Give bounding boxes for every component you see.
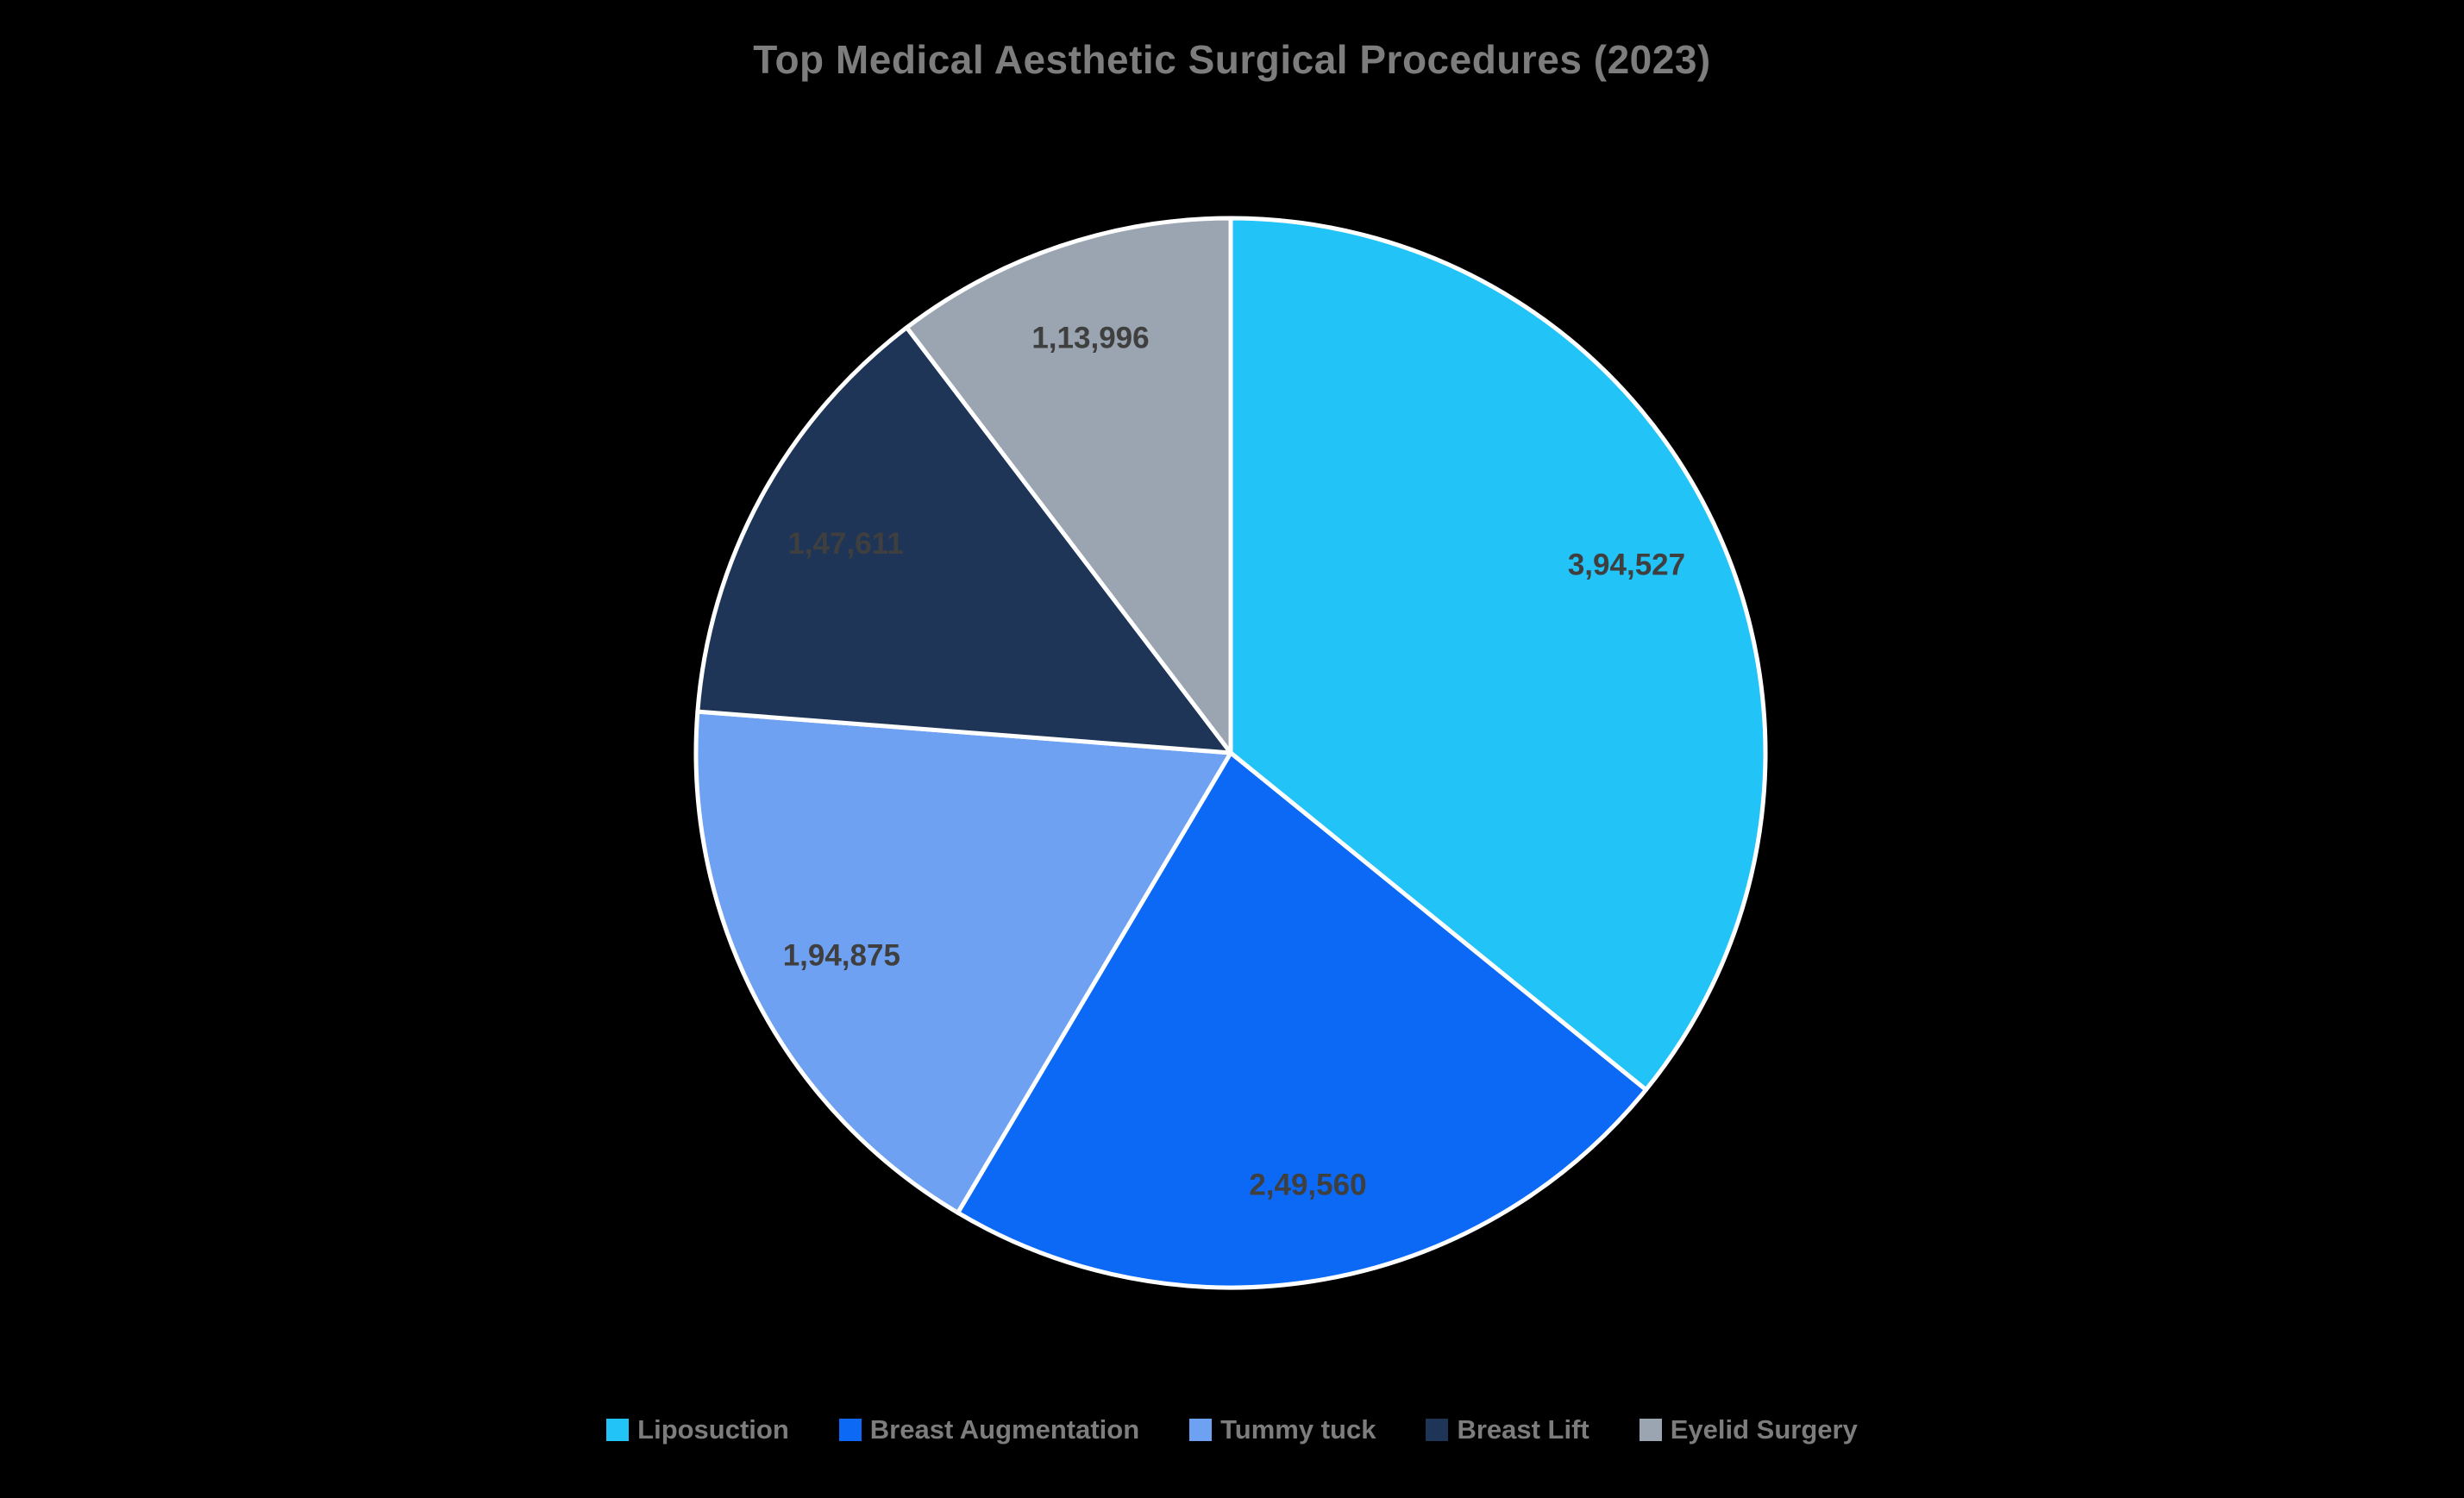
chart-title: Top Medical Aesthetic Surgical Procedure… [753, 37, 1711, 82]
legend: Liposuction Breast Augmentation Tummy tuck… [0, 1414, 2464, 1445]
legend-item-breast-lift: Breast Lift [1426, 1414, 1589, 1445]
legend-swatch-eyelid-surgery [1639, 1419, 1662, 1441]
legend-swatch-breast-lift [1426, 1419, 1449, 1441]
legend-item-liposuction: Liposuction [606, 1414, 789, 1445]
slice-value-label-breast-augmentation: 2,49,560 [1249, 1169, 1366, 1202]
slice-value-label-breast-lift: 1,47,611 [787, 527, 903, 561]
legend-label-breast-lift: Breast Lift [1457, 1414, 1589, 1445]
legend-label-breast-augmentation: Breast Augmentation [869, 1414, 1140, 1445]
legend-label-tummy-tuck: Tummy tuck [1220, 1414, 1376, 1445]
pie-slice-tummy-tuck [693, 709, 1233, 1215]
pie-slice-breast-augmentation [956, 750, 1648, 1290]
pie-slice-eyelid-surgery [904, 216, 1233, 755]
slice-value-label-liposuction: 3,94,527 [1568, 548, 1685, 582]
legend-item-tummy-tuck: Tummy tuck [1189, 1414, 1376, 1445]
pie-slice-liposuction [1228, 216, 1768, 1093]
legend-item-breast-augmentation: Breast Augmentation [838, 1414, 1140, 1445]
slice-value-label-tummy-tuck: 1,94,875 [783, 939, 900, 973]
pie-chart: 3,94,527 2,49,560 1,94,875 1,47,611 1,13,996 [693, 216, 1768, 1290]
pie-slice-breast-lift [695, 325, 1233, 755]
legend-swatch-liposuction [606, 1419, 630, 1441]
legend-item-eyelid-surgery: Eyelid Surgery [1639, 1414, 1858, 1445]
legend-label-eyelid-surgery: Eyelid Surgery [1670, 1414, 1858, 1445]
legend-swatch-tummy-tuck [1189, 1419, 1213, 1441]
legend-label-liposuction: Liposuction [637, 1414, 789, 1445]
legend-swatch-breast-augmentation [838, 1419, 862, 1441]
slice-value-label-eyelid-surgery: 1,13,996 [1031, 322, 1149, 355]
